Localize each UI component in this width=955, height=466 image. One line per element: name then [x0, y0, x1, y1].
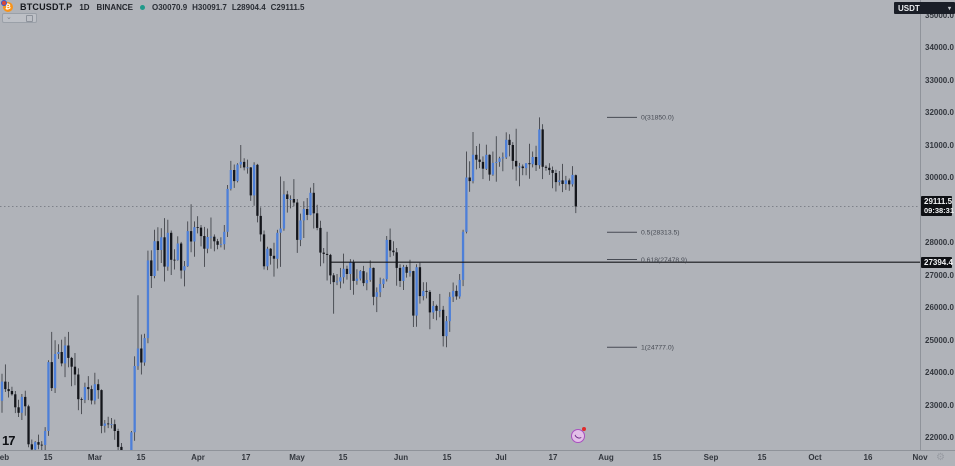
time-tick-month: Jul	[495, 453, 507, 462]
low-value: L28904.4	[231, 2, 266, 12]
price-tick-label: 34000.0	[925, 43, 954, 52]
hidden-indicator-icon	[26, 14, 33, 22]
current-price-badge: 29111.5 09:38:31	[921, 196, 955, 217]
time-tick-day: 15	[757, 453, 767, 462]
time-tick-day: 17	[241, 453, 251, 462]
chevron-down-icon: ⌄	[6, 14, 12, 21]
price-tick-label: 22000.0	[925, 433, 954, 442]
time-tick-month: Feb	[0, 453, 10, 462]
time-axis-border	[0, 450, 955, 451]
emoji-sticker-drawing[interactable]	[571, 427, 586, 443]
ray-price-badge: 27394.4	[921, 256, 953, 268]
time-tick-day: 16	[863, 453, 873, 462]
sticker-circle-icon	[571, 429, 585, 443]
svg-text:0.618(27478.9): 0.618(27478.9)	[641, 257, 687, 264]
time-tick-month: Nov	[912, 453, 928, 462]
fib-retracement-drawing: 0(31850.0) 0.5(28313.5) 0.618(27478.9) 1(24…	[607, 115, 687, 352]
caret-down-icon: ▾	[947, 5, 951, 12]
price-tick-label: 32000.0	[925, 108, 954, 117]
price-axis[interactable]: 35000.0 34000.0 33000.0 32000.0 31000.0 30000…	[920, 0, 955, 450]
time-tick-day: 15	[338, 453, 348, 462]
sticker-red-dot-icon	[582, 427, 586, 431]
time-tick-day: 15	[43, 453, 53, 462]
chart-canvas[interactable]: 0(31850.0) 0.5(28313.5) 0.618(27478.9) 1(24…	[0, 0, 920, 450]
time-tick-day: 15	[652, 453, 662, 462]
current-price-text: 29111.5	[924, 197, 953, 207]
time-tick-month: Oct	[808, 453, 822, 462]
currency-unit-button[interactable]: USDT ▾	[894, 2, 955, 14]
time-tick-month: Sep	[703, 453, 719, 462]
interval-selector[interactable]: 1D	[79, 2, 90, 12]
gear-icon[interactable]: ⚙	[936, 452, 945, 463]
tradingview-logo: 17	[2, 433, 16, 448]
close-value: C29111.5	[270, 2, 305, 12]
high-value: H30091.7	[192, 2, 227, 12]
legend-collapse-pill[interactable]: ⌄	[2, 13, 37, 23]
time-tick-month: Apr	[191, 453, 205, 462]
price-tick-label: 25000.0	[925, 335, 954, 345]
time-tick-day: 15	[136, 453, 146, 462]
bar-countdown: 09:38:31	[924, 206, 955, 216]
time-tick-month: May	[289, 453, 305, 462]
svg-text:1(24777.0): 1(24777.0)	[641, 345, 674, 352]
price-tick-label: 28000.0	[925, 238, 954, 247]
price-tick-label: 27000.0	[925, 270, 954, 280]
market-status-icon	[140, 4, 145, 10]
open-value: O30070.9	[152, 2, 188, 12]
symbol-name[interactable]: BTCUSDT.P	[20, 2, 73, 12]
svg-text:0(31850.0): 0(31850.0)	[641, 115, 674, 122]
currency-label: USDT	[898, 3, 920, 13]
svg-text:0.5(28313.5): 0.5(28313.5)	[641, 230, 680, 237]
price-axis-border	[920, 0, 921, 450]
symbol-legend: ₿ BTCUSDT.P 1D BINANCE O30070.9 H30091.7…	[1, 0, 304, 12]
time-tick-month: Mar	[87, 453, 103, 462]
price-tick-label: 30000.0	[925, 173, 954, 182]
price-tick-label: 24000.0	[925, 368, 954, 377]
time-tick-month: Aug	[598, 453, 614, 462]
bitcoin-icon: ₿	[1, 0, 13, 12]
notification-dot	[1, 0, 7, 6]
time-tick-day: 15	[442, 453, 452, 462]
candlestick-series	[0, 117, 577, 450]
price-tick-label: 31000.0	[925, 140, 954, 150]
price-tick-label: 35000.0	[925, 10, 954, 20]
price-tick-label: 26000.0	[925, 303, 954, 312]
price-tick-label: 23000.0	[925, 400, 954, 410]
time-tick-day: 17	[548, 453, 558, 462]
exchange-name[interactable]: BINANCE	[96, 2, 133, 12]
ohlc-values: O30070.9 H30091.7 L28904.4 C29111.5	[152, 3, 304, 12]
time-axis[interactable]: Feb 15 Mar 15 Apr 17 May 15 Jun 15 Jul 17 Aug 15 Sep 15…	[0, 450, 955, 466]
price-tick-label: 33000.0	[925, 75, 954, 85]
time-tick-month: Jun	[393, 453, 409, 462]
